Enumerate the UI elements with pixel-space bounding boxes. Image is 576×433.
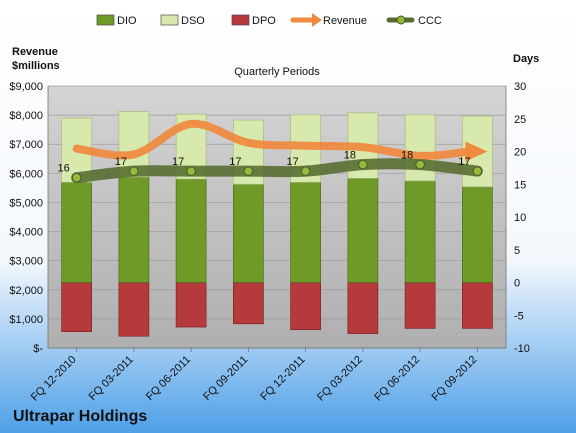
ccc-data-label: 17 [172, 156, 184, 168]
dio-bar [404, 180, 436, 283]
dpo-bar [290, 282, 321, 331]
dio-bar [462, 186, 493, 283]
revenue-arrowhead [465, 141, 488, 162]
legend-swatch-dso [160, 14, 179, 26]
legend-item-dso: DSO [160, 14, 205, 27]
legend-label-dio: DIO [117, 15, 137, 27]
left-tick-label: $9,000 [9, 81, 43, 93]
ccc-data-label: 18 [344, 150, 356, 162]
ccc-data-label: 16 [58, 163, 70, 175]
revenue-line [72, 119, 474, 160]
dpo-bar [233, 282, 264, 325]
left-tick-label: $4,000 [9, 227, 43, 239]
legend-swatch-dio [96, 14, 115, 26]
left-axis-label-line-1: Revenue [12, 46, 58, 58]
left-tick-label: $1,000 [9, 314, 43, 326]
legend-item-dio: DIO [96, 14, 137, 27]
chart-title: Quarterly Periods [234, 66, 320, 78]
left-tick-label: $7,000 [9, 139, 43, 151]
ccc-point [243, 166, 254, 176]
legend-arrowhead-revenue [312, 13, 322, 27]
legend-label-revenue: Revenue [323, 15, 367, 27]
right-tick-label: 25 [514, 114, 526, 126]
legend-item-ccc: CCC [386, 15, 442, 27]
ccc-point [300, 166, 311, 176]
ccc-point [129, 166, 139, 176]
ccc-data-label: 17 [287, 156, 299, 168]
dio-bar [61, 181, 92, 283]
dio-bar [233, 183, 264, 283]
legend-swatch-dpo [231, 14, 250, 26]
legend-label-dpo: DPO [252, 15, 276, 27]
right-tick-label: 0 [514, 278, 520, 290]
dio-bar [118, 176, 150, 283]
ccc-point [186, 166, 196, 176]
ccc-data-label: 17 [458, 156, 470, 168]
right-tick-label: 5 [514, 245, 520, 257]
legend-label-dso: DSO [181, 15, 205, 27]
legend-marker-ccc [396, 15, 406, 25]
dio-bar [290, 181, 321, 283]
dpo-bar [61, 282, 92, 332]
dpo-bar [175, 282, 207, 328]
dpo-bar [118, 282, 150, 337]
legend-item-dpo: DPO [231, 14, 276, 27]
legend-label-ccc: CCC [418, 15, 442, 27]
ccc-point [71, 172, 82, 183]
dpo-bar [347, 282, 379, 334]
legend-item-revenue: Revenue [290, 13, 367, 27]
ccc-point [472, 166, 483, 176]
left-tick-label: $8,000 [9, 110, 43, 122]
right-tick-label: -10 [514, 343, 530, 355]
right-tick-label: 10 [514, 212, 526, 224]
company-name: Ultrapar Holdings [13, 408, 147, 425]
ccc-data-label: 18 [401, 150, 413, 162]
left-tick-label: $5,000 [9, 197, 43, 209]
dio-bar [175, 178, 207, 283]
ccc-data-label: 17 [229, 156, 241, 168]
ccc-point [415, 159, 425, 170]
left-tick-label: $3,000 [9, 256, 43, 268]
ccc-point [358, 159, 368, 170]
left-tick-label: $2,000 [9, 285, 43, 297]
right-tick-label: -5 [514, 310, 524, 322]
right-tick-label: 30 [514, 81, 526, 93]
right-tick-label: 15 [514, 179, 526, 191]
dpo-bar [462, 282, 493, 329]
left-tick-label: $- [33, 343, 43, 355]
dso-bar [404, 114, 436, 182]
right-axis-label: Days [513, 53, 539, 65]
plot-background [48, 86, 506, 348]
dio-bar [347, 178, 379, 283]
right-tick-label: 20 [514, 147, 526, 159]
ccc-data-label: 17 [115, 156, 127, 168]
left-tick-label: $6,000 [9, 168, 43, 180]
dpo-bar [404, 282, 436, 329]
left-axis-label-line-2: $millions [12, 60, 60, 72]
